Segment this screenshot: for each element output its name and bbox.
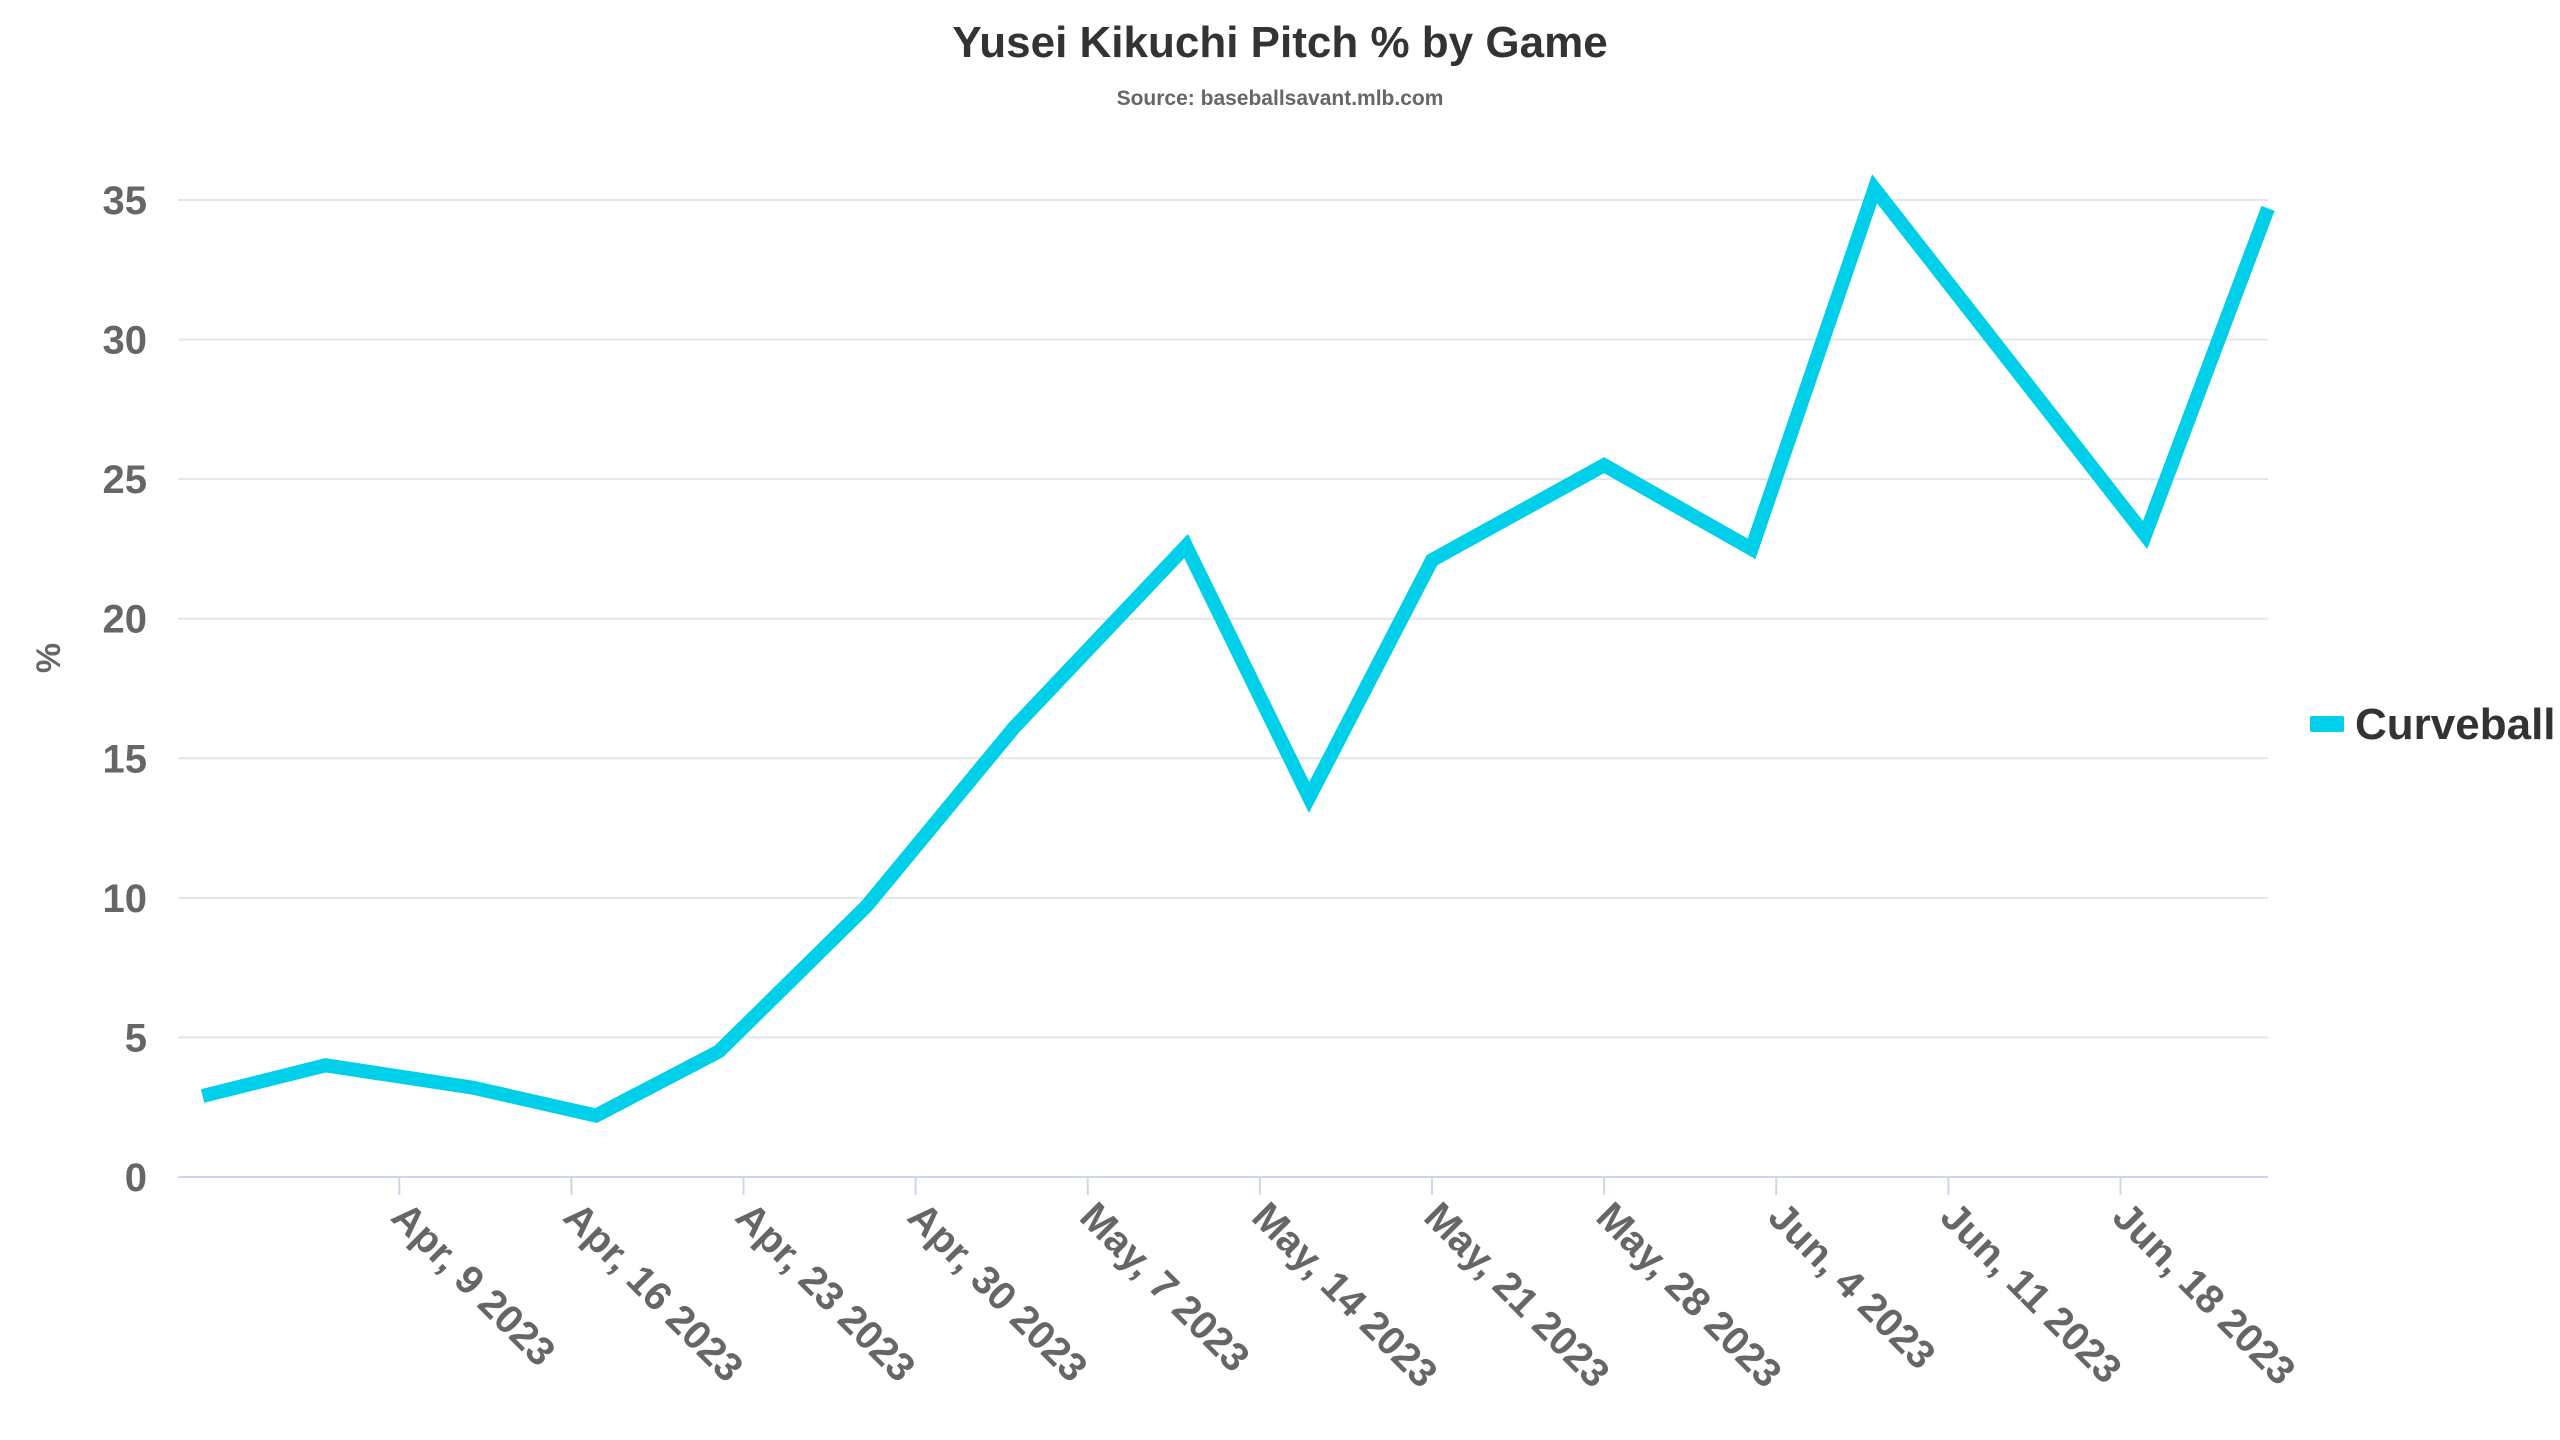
legend-swatch (2310, 716, 2344, 732)
data-point[interactable] (1742, 539, 1762, 559)
data-point[interactable] (193, 1086, 213, 1106)
data-point[interactable] (1594, 455, 1614, 475)
chart-subtitle: Source: baseballsavant.mlb.com (1117, 87, 1444, 110)
legend-label: Curveball (2355, 700, 2556, 749)
data-point[interactable] (857, 896, 877, 916)
data-point[interactable] (1865, 179, 1885, 199)
y-tick-label: 0 (125, 1156, 147, 1200)
gridlines (178, 199, 2268, 1039)
data-point[interactable] (1004, 718, 1024, 738)
data-point[interactable] (1299, 787, 1319, 807)
y-tick-label: 25 (103, 458, 148, 502)
series-line-curveball (200, 174, 2275, 1123)
data-point[interactable] (586, 1106, 606, 1126)
y-tick-label: 10 (103, 877, 148, 921)
legend[interactable]: Curveball (2310, 700, 2556, 749)
data-point[interactable] (1176, 536, 1196, 556)
y-tick-label: 5 (125, 1016, 147, 1060)
y-tick-label: 35 (103, 179, 148, 223)
data-point[interactable] (2258, 198, 2278, 218)
y-axis-title: % (30, 643, 68, 673)
data-point[interactable] (316, 1055, 336, 1075)
y-tick-label: 30 (103, 319, 148, 363)
y-tick-label: 15 (103, 737, 148, 781)
chart-title: Yusei Kikuchi Pitch % by Game (952, 18, 1607, 67)
data-point[interactable] (2135, 525, 2155, 545)
y-axis: 0 5 10 15 20 25 30 35 (103, 179, 148, 1200)
series-group (193, 174, 2278, 1126)
data-point[interactable] (709, 1041, 729, 1061)
data-point[interactable] (1422, 550, 1442, 570)
data-point[interactable] (463, 1078, 483, 1098)
y-tick-label: 20 (103, 598, 148, 642)
